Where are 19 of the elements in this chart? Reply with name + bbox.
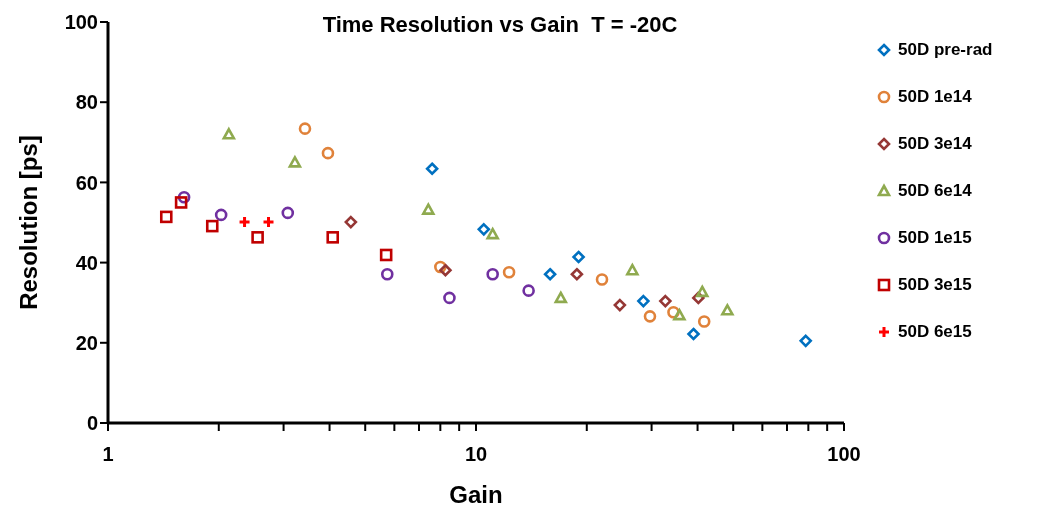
x-tick-label: 1 — [102, 443, 114, 466]
y-tick-label: 80 — [75, 91, 98, 114]
legend-label: 50D 6e14 — [898, 180, 972, 201]
legend-label: 50D 6e15 — [898, 321, 972, 342]
y-axis-title: Resolution [ps] — [14, 135, 42, 310]
x-tick-label: 10 — [464, 443, 488, 466]
legend-label: 50D 3e14 — [898, 133, 972, 154]
y-tick-label: 0 — [86, 412, 98, 435]
chart-title: Time Resolution vs Gain T = -20C — [321, 12, 679, 38]
legend-label: 50D 1e15 — [898, 227, 972, 248]
x-tick-label: 100 — [827, 443, 861, 466]
x-axis-title: Gain — [449, 481, 503, 508]
legend-label: 50D 1e14 — [898, 86, 972, 107]
y-tick-label: 40 — [75, 251, 98, 274]
y-tick-label: 60 — [75, 171, 98, 194]
legend-label: 50D 3e15 — [898, 274, 972, 295]
legend-label: 50D pre-rad — [898, 39, 993, 60]
y-tick-label: 100 — [64, 11, 98, 34]
y-tick-label: 20 — [75, 331, 98, 354]
